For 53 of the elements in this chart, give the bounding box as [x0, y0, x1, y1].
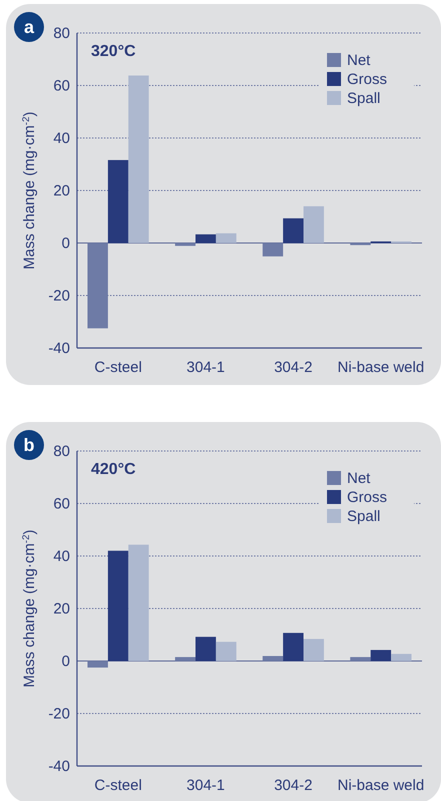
text: a — [24, 17, 35, 37]
legend-label: Net — [347, 470, 372, 487]
y-tick-label: 80 — [53, 25, 70, 42]
bar — [216, 642, 236, 661]
y-tick-label: -40 — [48, 340, 70, 357]
legend-label: Net — [347, 52, 372, 69]
y-tick-label: 0 — [62, 653, 70, 670]
bar — [196, 234, 216, 243]
text: 320°C — [91, 43, 136, 60]
y-tick-label: 20 — [53, 182, 70, 200]
bar — [108, 550, 128, 661]
bar — [391, 654, 412, 661]
y-tick-label: 40 — [53, 130, 70, 147]
legend-label: Spall — [347, 90, 380, 107]
y-tick-label: 80 — [53, 443, 70, 460]
x-tick-label: 304-2 — [274, 359, 312, 376]
text: 420°C — [91, 461, 136, 478]
y-tick-label: 20 — [53, 600, 70, 618]
bar — [216, 233, 236, 243]
bar — [108, 160, 128, 243]
bar — [303, 638, 324, 661]
bar — [350, 657, 371, 661]
bar — [175, 657, 196, 661]
bar — [175, 243, 196, 246]
bar — [370, 650, 392, 661]
x-tick-label: 304-1 — [186, 359, 225, 376]
bar — [283, 218, 304, 243]
x-tick-label: Ni-base weld — [337, 359, 424, 376]
x-tick-label: C-steel — [94, 777, 142, 794]
y-tick-label: 60 — [53, 496, 70, 512]
bar — [88, 661, 108, 668]
bar — [88, 243, 108, 328]
bar — [128, 76, 149, 243]
x-tick-label: C-steel — [94, 359, 142, 376]
x-tick-label: 304-1 — [186, 777, 225, 794]
y-tick-label: 60 — [53, 78, 70, 94]
y-tick-label: -20 — [48, 288, 70, 304]
bar — [303, 206, 324, 243]
x-tick-label: Ni-base weld — [337, 777, 424, 794]
y-tick-label: -20 — [48, 706, 70, 722]
y-tick-label: 40 — [53, 548, 70, 565]
bar — [128, 544, 149, 661]
legend-label: Spall — [347, 508, 380, 525]
bar — [262, 243, 284, 256]
bar — [196, 636, 216, 661]
x-tick-label: 304-2 — [274, 777, 312, 794]
y-tick-label: 0 — [62, 235, 70, 252]
y-tick-label: -40 — [48, 758, 70, 775]
text: b — [24, 435, 34, 455]
bar — [283, 632, 304, 661]
legend-label: Gross — [347, 489, 388, 506]
legend-label: Gross — [347, 71, 388, 88]
bar — [262, 656, 284, 661]
